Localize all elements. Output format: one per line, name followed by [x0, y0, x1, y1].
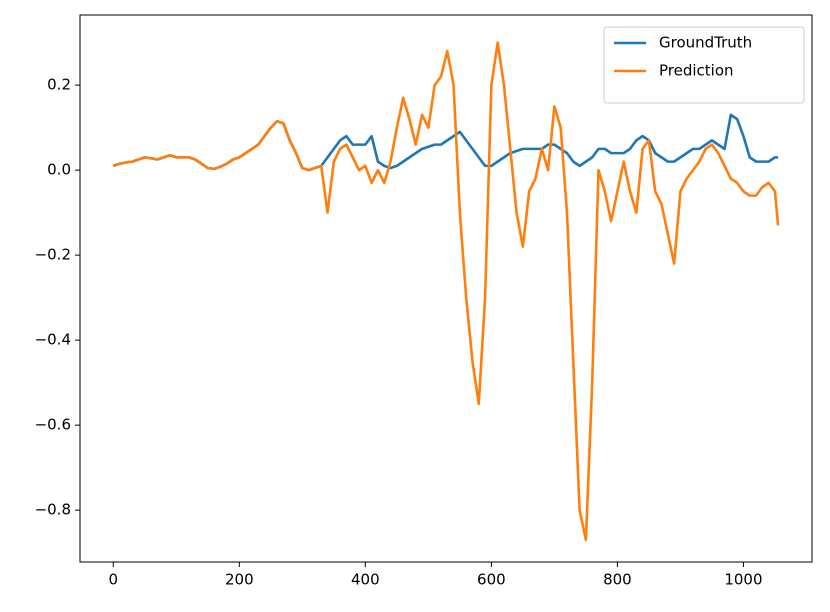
line-series: [112, 113, 779, 172]
legend: GroundTruth Prediction: [603, 26, 805, 104]
y-tick-label: −0.2: [35, 246, 71, 264]
x-tick-label: 200: [225, 571, 254, 589]
plot-frame: [79, 14, 813, 563]
legend-label: Prediction: [659, 62, 734, 80]
legend-box: [603, 26, 805, 104]
y-tick-label: −0.6: [35, 416, 71, 434]
x-tick-label: 800: [603, 571, 632, 589]
y-tick-label: 0.0: [47, 161, 71, 179]
legend-label: GroundTruth: [659, 34, 752, 52]
y-tick-label: −0.4: [35, 331, 71, 349]
y-tick-label: −0.8: [35, 501, 71, 519]
x-tick-label: 1000: [724, 571, 762, 589]
line-series: [112, 41, 780, 542]
x-tick-label: 0: [108, 571, 118, 589]
y-tick-label: 0.2: [47, 76, 71, 94]
x-tick-label: 600: [477, 571, 506, 589]
x-tick-label: 400: [351, 571, 380, 589]
